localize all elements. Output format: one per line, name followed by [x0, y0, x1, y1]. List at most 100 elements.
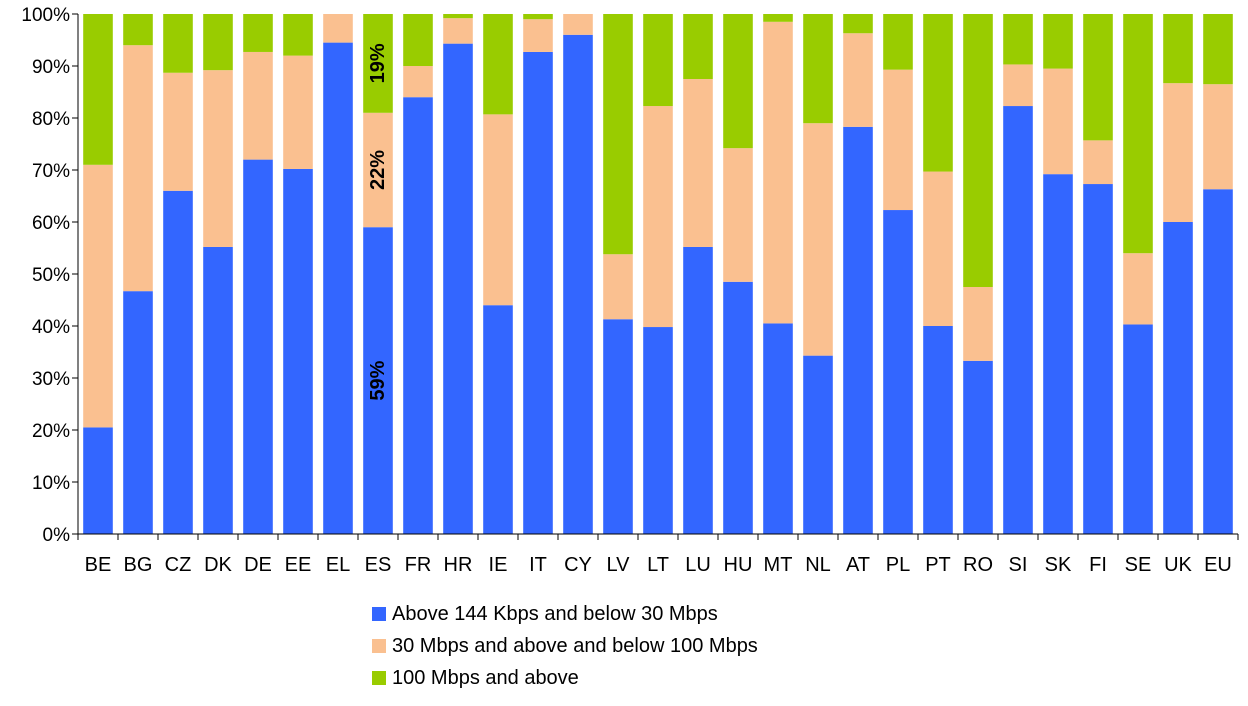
legend-swatch — [372, 607, 386, 621]
bars-group — [83, 14, 1233, 535]
bar-uk-series-1 — [1163, 222, 1193, 534]
x-tick-label: UK — [1164, 554, 1192, 576]
bar-nl-series-1 — [803, 355, 833, 534]
bar-es-series-2 — [363, 112, 393, 228]
bar-es-series-3 — [363, 14, 393, 113]
bar-dk-series-2 — [203, 70, 233, 247]
bar-at-series-2 — [843, 33, 873, 127]
data-label-es-series-2: 22% — [367, 150, 389, 190]
bar-lu-series-1 — [683, 246, 713, 534]
bar-pt-series-2 — [923, 171, 953, 326]
y-tick-label: 80% — [32, 109, 70, 130]
bar-hu-series-3 — [723, 14, 753, 149]
bar-lu-series-2 — [683, 79, 713, 247]
bar-lv-series-2 — [603, 254, 633, 320]
y-tick-label: 40% — [32, 317, 70, 338]
x-tick-label: FR — [405, 554, 432, 576]
bar-si-series-2 — [1003, 64, 1033, 107]
bar-si-series-3 — [1003, 14, 1033, 65]
x-tick-label: EE — [285, 554, 312, 576]
bar-lt-series-3 — [643, 14, 673, 107]
bar-de-series-1 — [243, 159, 273, 534]
x-tick-label: SK — [1045, 554, 1072, 576]
legend-item-3: 100 Mbps and above — [372, 662, 758, 694]
bar-fr-series-3 — [403, 14, 433, 66]
legend-swatch — [372, 671, 386, 685]
bar-it-series-3 — [523, 14, 553, 20]
bar-fr-series-1 — [403, 97, 433, 534]
bar-fi-series-3 — [1083, 14, 1113, 141]
bar-pl-series-2 — [883, 69, 913, 211]
legend-label: 30 Mbps and above and below 100 Mbps — [392, 634, 758, 657]
bar-hr-series-3 — [443, 14, 473, 19]
x-tick-label: DE — [244, 554, 272, 576]
bar-cz-series-3 — [163, 14, 193, 73]
data-label-es-series-1: 59% — [367, 360, 389, 400]
x-tick-label: IE — [489, 554, 508, 576]
x-tick-label: BE — [85, 554, 112, 576]
y-tick-label: 30% — [32, 369, 70, 390]
legend: Above 144 Kbps and below 30 Mbps 30 Mbps … — [372, 598, 758, 694]
bar-lu-series-3 — [683, 14, 713, 79]
x-tick-label: CY — [564, 554, 592, 576]
bar-lt-series-1 — [643, 327, 673, 534]
bar-ee-series-3 — [283, 14, 313, 56]
bar-uk-series-2 — [1163, 83, 1193, 222]
bar-be-series-3 — [83, 14, 113, 165]
x-tick-label: MT — [764, 554, 793, 576]
bar-el-series-2 — [323, 14, 353, 43]
bar-lt-series-2 — [643, 106, 673, 328]
legend-label: Above 144 Kbps and below 30 Mbps — [392, 602, 718, 625]
bar-ro-series-1 — [963, 360, 993, 534]
bar-ie-series-1 — [483, 305, 513, 534]
bar-hr-series-2 — [443, 18, 473, 44]
bar-pt-series-1 — [923, 326, 953, 534]
legend-item-2: 30 Mbps and above and below 100 Mbps — [372, 630, 758, 662]
bar-hr-series-1 — [443, 43, 473, 534]
x-tick-label: CZ — [165, 554, 192, 576]
x-tick-label: PT — [925, 554, 951, 576]
bar-de-series-2 — [243, 51, 273, 160]
bar-ro-series-3 — [963, 14, 993, 287]
bar-sk-series-1 — [1043, 174, 1073, 534]
bar-se-series-3 — [1123, 14, 1153, 254]
bar-bg-series-2 — [123, 45, 153, 292]
y-tick-label: 90% — [32, 57, 70, 78]
bar-fr-series-2 — [403, 66, 433, 98]
bar-it-series-2 — [523, 19, 553, 52]
bar-eu-series-2 — [1203, 84, 1233, 190]
x-tick-label: PL — [886, 554, 910, 576]
x-tick-label: FI — [1089, 554, 1107, 576]
x-tick-label: LT — [647, 554, 669, 576]
bar-pl-series-1 — [883, 210, 913, 535]
bar-si-series-1 — [1003, 106, 1033, 534]
y-tick-label: 60% — [32, 213, 70, 234]
bar-nl-series-2 — [803, 123, 833, 356]
x-tick-label: EL — [326, 554, 350, 576]
bar-bg-series-1 — [123, 291, 153, 534]
bar-ro-series-2 — [963, 287, 993, 361]
bar-be-series-2 — [83, 164, 113, 428]
x-tick-label: SI — [1009, 554, 1028, 576]
legend-label: 100 Mbps and above — [392, 666, 579, 689]
bar-eu-series-3 — [1203, 14, 1233, 85]
bar-ee-series-2 — [283, 55, 313, 169]
y-tick-label: 0% — [43, 525, 71, 546]
x-tick-label: EU — [1204, 554, 1232, 576]
bar-se-series-1 — [1123, 324, 1153, 534]
bar-pl-series-3 — [883, 14, 913, 70]
x-tick-label: LU — [685, 554, 711, 576]
stacked-bar-chart: BE BG CZ DK DE EE EL ES FR HR IE IT CY LV LT LU HU MT NL AT… — [21, 5, 1239, 576]
bar-be-series-1 — [83, 427, 113, 534]
bar-es-series-1 — [363, 227, 393, 534]
data-label-es-series-3: 19% — [367, 43, 389, 83]
bar-dk-series-3 — [203, 14, 233, 71]
bar-mt-series-3 — [763, 14, 793, 22]
bar-at-series-1 — [843, 126, 873, 534]
bar-uk-series-3 — [1163, 14, 1193, 84]
bar-it-series-1 — [523, 51, 553, 535]
y-tick-label: 10% — [32, 473, 70, 494]
bar-ie-series-2 — [483, 114, 513, 306]
x-tick-label: HR — [444, 554, 473, 576]
bar-fi-series-1 — [1083, 184, 1113, 535]
